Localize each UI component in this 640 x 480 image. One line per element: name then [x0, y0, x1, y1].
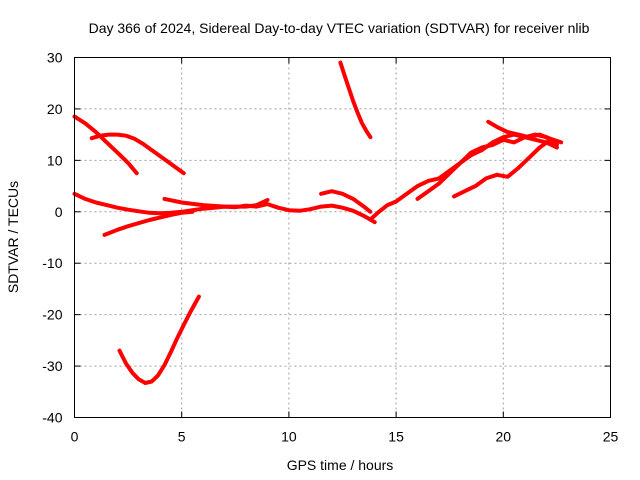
y-tick-label: 0 [55, 204, 63, 220]
y-tick-label: -30 [42, 358, 62, 374]
x-tick-label: 25 [603, 429, 619, 445]
x-tick-label: 0 [71, 429, 79, 445]
plot-frame [74, 57, 611, 418]
grid [74, 57, 611, 418]
x-tick-labels: 0 5 10 15 20 25 [71, 429, 619, 445]
x-tick-label: 15 [388, 429, 404, 445]
series-arc-10 [415, 132, 559, 201]
y-tick-label: 20 [47, 101, 63, 117]
y-tick-labels: -40 -30 -20 -10 0 10 20 30 [42, 50, 62, 426]
series-arc-12 [452, 137, 553, 199]
y-tick-label: -10 [42, 255, 62, 271]
series-layer [72, 60, 564, 385]
ticks [74, 57, 611, 418]
series-arc-4 [117, 294, 201, 385]
series-arc-7 [162, 196, 270, 209]
y-tick-label: -40 [42, 410, 62, 426]
series-arc-1 [72, 114, 139, 176]
series-arc-6 [102, 209, 195, 237]
series-arc-11 [486, 119, 564, 145]
chart-title: Day 366 of 2024, Sidereal Day-to-day VTE… [89, 20, 590, 36]
series-arc-2 [89, 132, 186, 176]
y-tick-label: -20 [42, 307, 62, 323]
x-tick-label: 5 [178, 429, 186, 445]
y-tick-label: 10 [47, 152, 63, 168]
y-axis-label: SDTVAR / TECUs [5, 181, 21, 293]
series-arc-3 [338, 60, 373, 140]
x-tick-label: 20 [496, 429, 512, 445]
x-axis-label: GPS time / hours [287, 457, 394, 473]
series-arc-8 [319, 189, 373, 214]
series-arc-9 [368, 132, 559, 222]
x-tick-label: 10 [281, 429, 297, 445]
y-tick-label: 30 [47, 50, 63, 66]
